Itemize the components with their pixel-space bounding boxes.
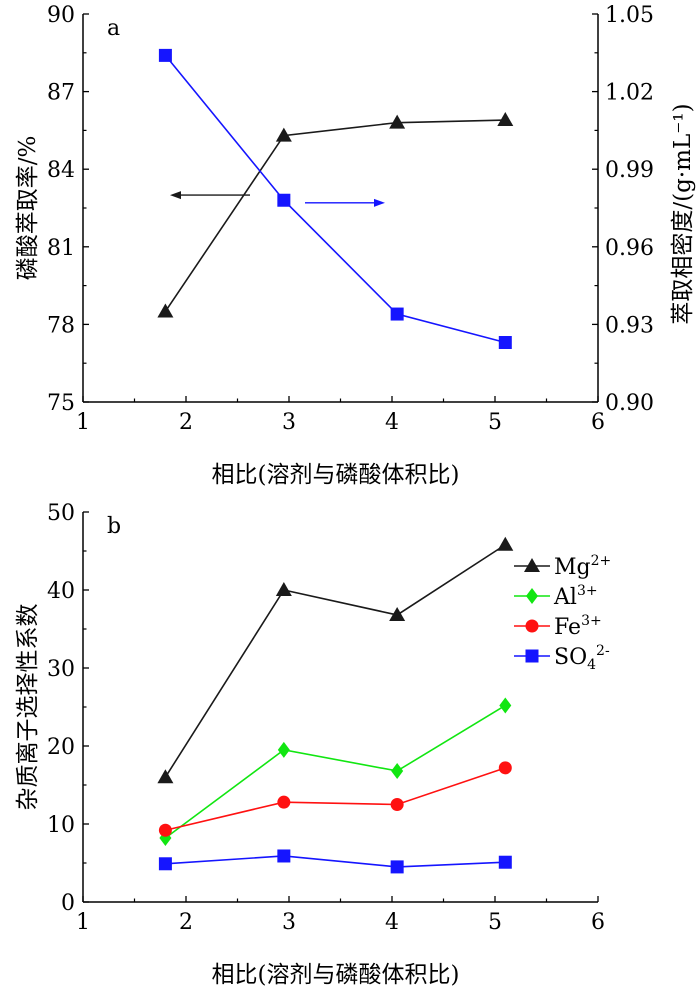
data-point-square bbox=[158, 857, 172, 871]
x-tick-label: 3 bbox=[282, 910, 296, 935]
data-point-triangle bbox=[497, 536, 514, 551]
legend-marker-diamond bbox=[526, 588, 538, 604]
series-3 bbox=[158, 849, 512, 874]
series-line bbox=[164, 704, 506, 839]
y-right-tick-label: 0.93 bbox=[605, 313, 654, 338]
data-point-square bbox=[498, 855, 512, 869]
series-line bbox=[164, 544, 506, 778]
data-point-square bbox=[390, 307, 404, 321]
series-line bbox=[165, 855, 506, 868]
y-right-tick-label: 0.90 bbox=[605, 391, 654, 416]
data-point-diamond bbox=[277, 741, 290, 758]
data-point-diamond bbox=[391, 762, 404, 779]
legend-label: Mg2+ bbox=[554, 553, 611, 580]
data-point-square bbox=[498, 336, 512, 350]
legend-marker-circle bbox=[525, 619, 539, 633]
y-tick-label: 10 bbox=[47, 813, 75, 838]
data-point-square bbox=[158, 48, 172, 62]
data-point-circle bbox=[498, 761, 512, 775]
data-point-triangle bbox=[157, 769, 174, 784]
panel-label: a bbox=[107, 16, 120, 41]
series-0 bbox=[157, 112, 514, 318]
x-tick-label: 5 bbox=[488, 410, 502, 435]
x-tick-label: 1 bbox=[76, 410, 90, 435]
x-tick-label: 2 bbox=[179, 410, 193, 435]
data-point-triangle bbox=[389, 114, 406, 129]
y-tick-label: 30 bbox=[47, 657, 75, 682]
series-line bbox=[165, 767, 506, 832]
data-point-square bbox=[390, 860, 404, 874]
y-tick-label: 20 bbox=[47, 735, 75, 760]
x-tick-label: 2 bbox=[179, 910, 193, 935]
legend-marker-square bbox=[525, 649, 539, 663]
data-point-diamond bbox=[499, 697, 512, 714]
y-right-tick-label: 0.99 bbox=[605, 158, 654, 183]
y-tick-label: 40 bbox=[47, 579, 75, 604]
y-tick-label: 78 bbox=[47, 313, 75, 338]
x-tick-label: 3 bbox=[282, 410, 296, 435]
y-tick-label: 50 bbox=[47, 501, 75, 526]
x-axis-label: 相比(溶剂与磷酸体积比) bbox=[212, 462, 460, 488]
annotation-arrow-head bbox=[170, 191, 181, 200]
data-point-triangle bbox=[389, 606, 406, 621]
x-tick-label: 6 bbox=[591, 910, 605, 935]
chart-panel-a: 1 2 3 4 5 6 75 78 81 84 87 90 0.90 0.93 0.96 0.99 1.02 1.… bbox=[15, 3, 696, 488]
y-axis-label: 杂质离子选择性系数 bbox=[15, 604, 41, 811]
annotation-arrow-head bbox=[374, 198, 385, 207]
series-1 bbox=[159, 697, 512, 847]
data-point-triangle bbox=[275, 127, 292, 142]
y-tick-label: 81 bbox=[47, 236, 75, 261]
data-point-triangle bbox=[497, 112, 514, 127]
data-point-square bbox=[277, 193, 291, 207]
data-point-triangle bbox=[275, 582, 292, 596]
y-tick-label: 87 bbox=[47, 81, 75, 106]
data-point-triangle bbox=[157, 303, 174, 318]
y-right-tick-label: 0.96 bbox=[605, 236, 654, 261]
legend-label: SO42- bbox=[554, 643, 610, 673]
y-tick-label: 90 bbox=[47, 3, 75, 28]
series-1 bbox=[158, 48, 512, 350]
series-2 bbox=[158, 761, 512, 837]
legend-label: Fe3+ bbox=[554, 613, 602, 640]
series-0 bbox=[157, 536, 514, 784]
y-tick-label: 75 bbox=[47, 391, 75, 416]
series-line bbox=[164, 54, 506, 344]
x-tick-label: 1 bbox=[76, 910, 90, 935]
legend-marker-triangle bbox=[524, 558, 540, 572]
x-tick-label: 4 bbox=[385, 910, 399, 935]
data-point-circle bbox=[277, 795, 291, 809]
data-point-square bbox=[277, 849, 291, 863]
legend: Mg2+ Al3+ Fe3+ SO42- bbox=[514, 553, 611, 673]
y-right-tick-label: 1.02 bbox=[605, 81, 654, 106]
y-tick-label: 0 bbox=[61, 891, 75, 916]
x-tick-label: 6 bbox=[591, 410, 605, 435]
panel-label: b bbox=[107, 514, 121, 539]
chart-panel-b: 1 2 3 4 5 6 0 10 20 30 40 50 b 相比(溶剂与磷酸体积比) 杂质离子选择性系数 M… bbox=[15, 501, 611, 988]
data-point-circle bbox=[158, 823, 172, 837]
y-right-axis-label: 萃取相密度/(g·mL⁻¹) bbox=[670, 103, 696, 324]
x-tick-label: 4 bbox=[385, 410, 399, 435]
series-line bbox=[164, 119, 506, 312]
y-axis-label: 磷酸萃取率/% bbox=[15, 136, 41, 281]
legend-label: Al3+ bbox=[553, 583, 598, 610]
y-right-tick-label: 1.05 bbox=[605, 3, 654, 28]
y-tick-label: 84 bbox=[47, 158, 75, 183]
data-point-circle bbox=[390, 798, 404, 811]
x-axis-label: 相比(溶剂与磷酸体积比) bbox=[212, 962, 460, 988]
x-tick-label: 5 bbox=[488, 910, 502, 935]
